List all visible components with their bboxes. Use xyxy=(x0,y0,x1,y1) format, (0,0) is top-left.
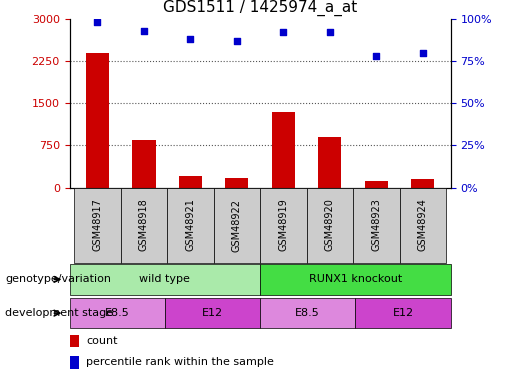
Text: GSM48918: GSM48918 xyxy=(139,199,149,251)
Bar xyxy=(260,188,306,262)
Bar xyxy=(306,188,353,262)
Text: count: count xyxy=(87,336,118,346)
Bar xyxy=(132,140,156,188)
Bar xyxy=(355,298,451,328)
Bar xyxy=(70,334,79,347)
Bar xyxy=(179,176,202,188)
Text: genotype/variation: genotype/variation xyxy=(5,274,111,284)
Bar xyxy=(70,298,165,328)
Point xyxy=(325,29,334,35)
Text: GSM48921: GSM48921 xyxy=(185,199,195,251)
Bar xyxy=(167,188,214,262)
Text: percentile rank within the sample: percentile rank within the sample xyxy=(87,357,274,368)
Text: wild type: wild type xyxy=(140,274,190,284)
Bar xyxy=(121,188,167,262)
Bar xyxy=(86,53,109,188)
Bar xyxy=(260,298,355,328)
Title: GDS1511 / 1425974_a_at: GDS1511 / 1425974_a_at xyxy=(163,0,357,16)
Point xyxy=(186,36,195,42)
Bar xyxy=(365,181,388,188)
Point xyxy=(233,38,241,44)
Bar xyxy=(70,264,260,295)
Text: E12: E12 xyxy=(202,308,223,318)
Text: GSM48919: GSM48919 xyxy=(278,199,288,251)
Point xyxy=(419,50,427,55)
Bar xyxy=(353,188,400,262)
Text: RUNX1 knockout: RUNX1 knockout xyxy=(308,274,402,284)
Text: GSM48923: GSM48923 xyxy=(371,199,381,251)
Bar xyxy=(260,264,451,295)
Text: E12: E12 xyxy=(392,308,414,318)
Point xyxy=(372,53,381,59)
Point xyxy=(93,19,101,25)
Text: GSM48920: GSM48920 xyxy=(325,199,335,251)
Bar xyxy=(70,356,79,369)
Bar xyxy=(272,112,295,188)
Point xyxy=(279,29,287,35)
Text: GSM48924: GSM48924 xyxy=(418,199,428,251)
Bar xyxy=(74,188,121,262)
Text: E8.5: E8.5 xyxy=(105,308,130,318)
Bar xyxy=(214,188,260,262)
Bar xyxy=(400,188,446,262)
Bar xyxy=(225,178,248,188)
Point xyxy=(140,28,148,34)
Bar xyxy=(411,179,434,188)
Bar xyxy=(165,298,260,328)
Text: GSM48922: GSM48922 xyxy=(232,198,242,252)
Text: GSM48917: GSM48917 xyxy=(92,199,102,251)
Bar xyxy=(318,137,341,188)
Text: development stage: development stage xyxy=(5,308,113,318)
Text: E8.5: E8.5 xyxy=(295,308,320,318)
